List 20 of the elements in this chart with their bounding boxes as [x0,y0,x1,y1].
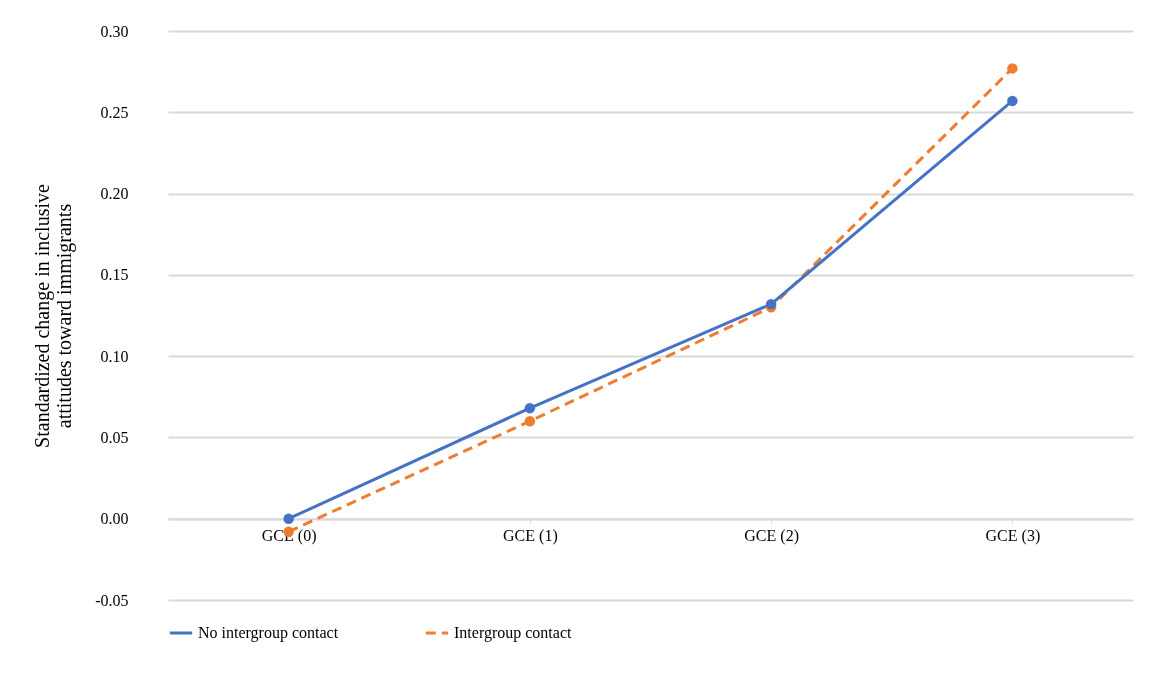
point [1007,63,1018,74]
point [524,415,536,427]
y-tick-label: 0.10 [100,347,129,365]
y-axis-title: Standardized change in inclusive attitudes toward immigrants [31,183,77,448]
point [1007,95,1018,107]
legend-label: Intergroup contact [454,624,572,642]
y-tick-label: 0.30 [100,22,129,40]
y-tick-label: 0.15 [100,266,129,284]
x-tick-label: GCE (2) [744,527,799,546]
point [283,513,294,524]
x-tick-label: GCE (1) [503,527,558,546]
y-tick-label: 0.25 [100,103,129,121]
y-tick-label: 0.00 [100,510,129,528]
y-tick-label: -0.05 [95,591,129,609]
y-tick-label: 0.20 [100,185,129,203]
x-tick-label: GCE (3) [985,527,1041,546]
point [524,402,536,414]
y-tick-label: 0.05 [100,428,129,446]
legend-label: No intergroup contact [198,624,339,642]
point [765,298,777,310]
